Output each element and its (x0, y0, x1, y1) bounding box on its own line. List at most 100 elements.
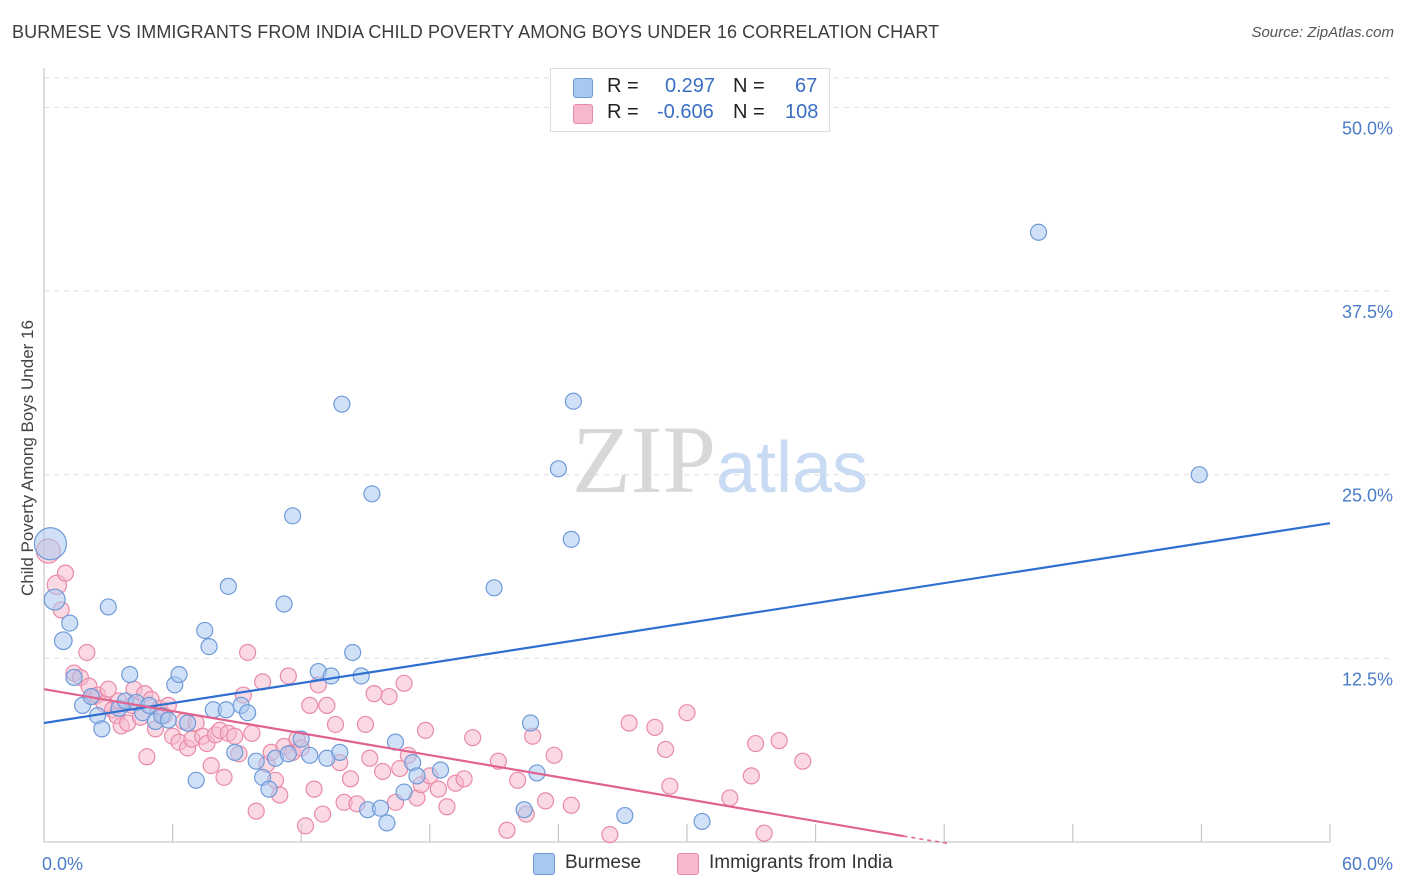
india-point (301, 696, 319, 714)
burmese-point (170, 665, 188, 684)
legend-n-label: N = (733, 101, 765, 123)
india-point (646, 718, 664, 737)
burmese-point (159, 711, 177, 729)
india-point (661, 777, 679, 795)
x-tick-label: 60.0% (1342, 854, 1393, 874)
burmese-point (260, 780, 278, 798)
india-point (498, 821, 516, 839)
trend-lines (43, 522, 1331, 845)
india-point (746, 734, 765, 753)
burmese-point (564, 392, 583, 410)
y-tick-label: 50.0% (1342, 118, 1393, 138)
india-point (455, 770, 473, 788)
legend-r-value: 0.297 (665, 75, 716, 97)
y-tick-label: 12.5% (1342, 669, 1393, 689)
burmese-point (65, 668, 83, 687)
x-tick-label: 0.0% (42, 854, 83, 874)
india-point (438, 798, 456, 816)
burmese-point (275, 595, 293, 613)
legend-r-value: -0.606 (657, 101, 714, 123)
legend-r-label: R = (607, 101, 639, 123)
watermark-zip: ZIP (572, 406, 716, 513)
india-point (361, 749, 379, 767)
bottom-legend-label: Burmese (565, 852, 642, 873)
india-point (56, 564, 75, 582)
burmese-point (284, 507, 302, 525)
burmese-point (378, 814, 396, 832)
tick-labels: 12.5% 25.0% 37.5% 50.0% 0.0% 60.0% (42, 118, 1393, 874)
india-point (138, 748, 156, 766)
burmese-trend-line (43, 522, 1331, 725)
india-point (536, 792, 555, 810)
burmese-point (431, 761, 450, 779)
burmese-point (61, 614, 79, 632)
burmese-point (693, 812, 711, 831)
legend: R = 0.297 N = 67 R = -0.606 N = 108 (550, 68, 830, 132)
y-axis-label: Child Poverty Among Boys Under 16 (18, 320, 37, 596)
bottom-legend-label: Immigrants from India (709, 852, 893, 873)
burmese-point (187, 771, 205, 789)
india-point (341, 770, 360, 788)
burmese-point (279, 745, 297, 763)
india-point (374, 762, 392, 781)
burmese-point (395, 783, 413, 801)
burmese-point (322, 667, 340, 685)
burmese-points (33, 223, 1208, 832)
india-point (356, 715, 375, 734)
india-point (305, 780, 323, 798)
india-point (215, 768, 233, 786)
burmese-point (301, 746, 319, 764)
burmese-point (99, 598, 117, 616)
india-point (314, 805, 332, 823)
burmese-point (521, 714, 540, 732)
burmese-point (331, 743, 349, 761)
burmese-point (43, 588, 66, 611)
burmese-point (226, 743, 244, 761)
burmese-point (247, 752, 265, 770)
india-point (545, 746, 563, 764)
burmese-point (53, 631, 73, 651)
watermark: ZIPatlas (572, 406, 868, 513)
burmese-point (1190, 466, 1208, 484)
chart-title: BURMESE VS IMMIGRANTS FROM INDIA CHILD P… (12, 22, 940, 42)
india-point (721, 789, 739, 807)
india-point (78, 643, 96, 662)
india-point (243, 724, 261, 742)
legend-r-label: R = (607, 75, 639, 97)
grid-layer (44, 77, 1394, 659)
india-point (326, 715, 345, 734)
burmese-point (196, 621, 214, 640)
india-point (239, 643, 257, 662)
burmese-point (485, 579, 503, 597)
india-trend-line (43, 688, 904, 838)
burmese-point (515, 801, 533, 819)
legend-swatch-india (573, 104, 593, 124)
burmese-point (562, 530, 580, 548)
india-point (279, 667, 297, 685)
india-point (318, 696, 336, 714)
india-point (601, 826, 619, 844)
burmese-point (363, 485, 381, 503)
legend-swatch-burmese (573, 78, 593, 98)
india-point (656, 740, 675, 759)
india-points (35, 538, 812, 844)
india-point (226, 727, 244, 745)
india-point (742, 767, 760, 785)
india-point (755, 824, 773, 842)
india-point (395, 674, 413, 692)
burmese-point (217, 701, 235, 719)
watermark-atlas: atlas (716, 428, 868, 508)
burmese-point (292, 730, 310, 748)
burmese-point (200, 637, 218, 656)
india-point (770, 732, 788, 750)
bottom-legend-swatch-burmese (533, 853, 555, 875)
india-point (416, 721, 435, 739)
chart-source: Source: ZipAtlas.com (1251, 24, 1394, 41)
burmese-point (239, 704, 257, 722)
legend-n-value: 108 (785, 101, 819, 123)
bottom-legend-swatch-india (677, 853, 699, 875)
burmese-point (121, 665, 139, 684)
india-point (620, 714, 638, 732)
burmese-point (344, 643, 362, 662)
